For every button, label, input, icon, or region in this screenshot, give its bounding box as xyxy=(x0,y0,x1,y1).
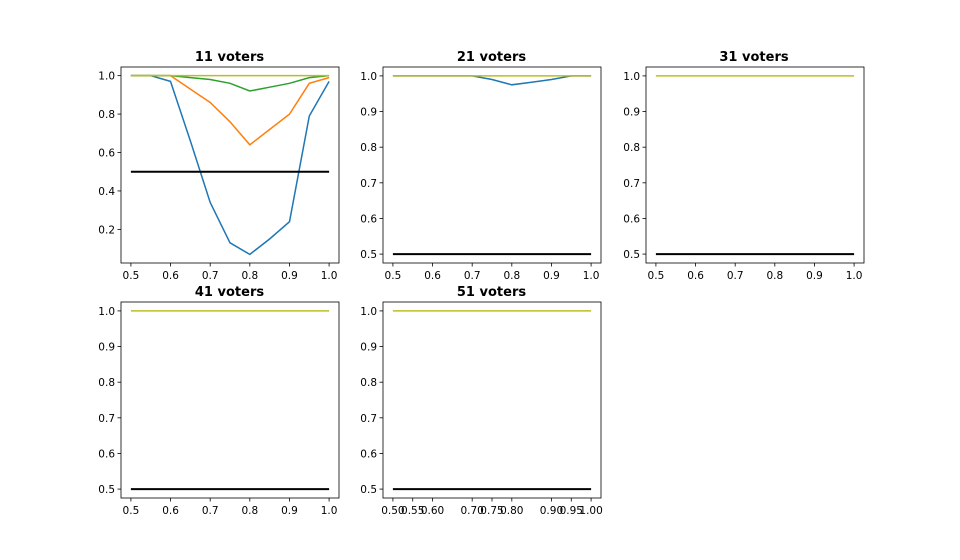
x-tick-label: 0.9 xyxy=(543,270,560,282)
y-tick-label: 0.7 xyxy=(360,178,377,190)
y-tick-label: 0.5 xyxy=(623,249,640,261)
x-tick-label: 0.60 xyxy=(421,505,444,517)
series-line-0 xyxy=(392,75,592,86)
subplot-31-voters: 31 voters 0.5 0.6 0.7 0.8 0.9 1.0 0.5 0.6 0.7 0.8… xyxy=(623,50,865,282)
x-tick-label: 0.9 xyxy=(281,505,298,517)
x-tick-label: 0.7 xyxy=(202,505,219,517)
y-tick-label: 0.6 xyxy=(98,148,115,160)
y-tick-label: 0.8 xyxy=(360,377,377,389)
axes-frame xyxy=(382,301,602,499)
x-tick-label: 0.7 xyxy=(202,270,219,282)
axes-frame xyxy=(120,301,340,499)
y-tick-label: 0.6 xyxy=(360,213,377,225)
subplot-title: 41 voters xyxy=(195,285,264,300)
x-tick-label: 0.8 xyxy=(503,270,520,282)
subplot-title: 11 voters xyxy=(195,50,264,65)
axes-frame xyxy=(645,66,865,264)
y-tick-label: 1.0 xyxy=(623,71,640,83)
subplot-title: 21 voters xyxy=(457,50,526,65)
x-tick-label: 0.6 xyxy=(424,270,441,282)
y-tick-label: 0.4 xyxy=(98,186,115,198)
y-tick-label: 0.6 xyxy=(623,213,640,225)
x-tick-label: 0.8 xyxy=(766,270,783,282)
y-tick-label: 0.6 xyxy=(360,448,377,460)
series-line-0 xyxy=(130,74,330,256)
x-tick-label: 1.0 xyxy=(321,270,338,282)
x-tick-label: 0.80 xyxy=(500,505,523,517)
x-tick-label: 0.6 xyxy=(162,505,179,517)
subplot-21-voters: 21 voters 0.5 0.6 0.7 0.8 0.9 1.0 0.5 0.6 0.7 0.8… xyxy=(360,50,602,282)
x-tick-label: 0.70 xyxy=(460,505,483,517)
x-tick-label: 0.5 xyxy=(123,270,140,282)
y-tick-label: 0.9 xyxy=(98,342,115,354)
y-tick-label: 0.5 xyxy=(360,484,377,496)
x-tick-label: 1.0 xyxy=(321,505,338,517)
y-tick-label: 0.9 xyxy=(623,107,640,119)
subplot-11-voters: 11 voters 0.5 0.6 0.7 0.8 0.9 1.0 0.2 0.4 0.6 0.8… xyxy=(98,50,340,282)
x-tick-label: 0.95 xyxy=(560,505,583,517)
y-tick-label: 0.7 xyxy=(360,413,377,425)
subplot-title: 51 voters xyxy=(457,285,526,300)
x-tick-label: 0.5 xyxy=(123,505,140,517)
y-tick-label: 0.5 xyxy=(360,249,377,261)
x-tick-label: 0.75 xyxy=(480,505,503,517)
y-tick-label: 0.2 xyxy=(98,224,115,236)
axes-frame xyxy=(382,66,602,264)
y-tick-label: 1.0 xyxy=(360,306,377,318)
x-tick-label: 0.7 xyxy=(727,270,744,282)
x-tick-label: 0.50 xyxy=(381,505,404,517)
x-tick-label: 0.6 xyxy=(162,270,179,282)
x-tick-label: 0.9 xyxy=(281,270,298,282)
y-tick-label: 0.5 xyxy=(98,484,115,496)
x-tick-label: 0.8 xyxy=(241,505,258,517)
x-tick-label: 0.5 xyxy=(385,270,402,282)
axes-frame xyxy=(120,66,340,264)
x-tick-label: 1.0 xyxy=(846,270,863,282)
y-tick-label: 1.0 xyxy=(98,71,115,83)
y-tick-label: 0.8 xyxy=(360,142,377,154)
subplot-41-voters: 41 voters 0.5 0.6 0.7 0.8 0.9 1.0 0.5 0.6 0.7 0.8… xyxy=(98,285,340,517)
y-tick-label: 1.0 xyxy=(98,306,115,318)
y-tick-label: 0.7 xyxy=(98,413,115,425)
y-tick-label: 1.0 xyxy=(360,71,377,83)
x-tick-label: 1.0 xyxy=(583,270,600,282)
x-tick-label: 0.5 xyxy=(648,270,665,282)
y-tick-label: 0.9 xyxy=(360,342,377,354)
x-tick-label: 0.90 xyxy=(540,505,563,517)
x-tick-label: 0.8 xyxy=(241,270,258,282)
y-tick-label: 0.8 xyxy=(98,109,115,121)
x-tick-label: 1.00 xyxy=(579,505,602,517)
y-tick-label: 0.6 xyxy=(98,448,115,460)
subplot-51-voters: 51 voters 0.500.550.60 0.700.750.80 0.900.… xyxy=(360,285,602,517)
y-tick-label: 0.7 xyxy=(623,178,640,190)
x-tick-label: 0.6 xyxy=(687,270,704,282)
subplot-title: 31 voters xyxy=(719,50,788,65)
x-tick-label: 0.55 xyxy=(401,505,424,517)
y-tick-label: 0.8 xyxy=(623,142,640,154)
y-tick-label: 0.8 xyxy=(98,377,115,389)
x-tick-label: 0.7 xyxy=(464,270,481,282)
y-tick-label: 0.9 xyxy=(360,107,377,119)
series-line-1 xyxy=(130,74,330,146)
x-tick-label: 0.9 xyxy=(806,270,823,282)
